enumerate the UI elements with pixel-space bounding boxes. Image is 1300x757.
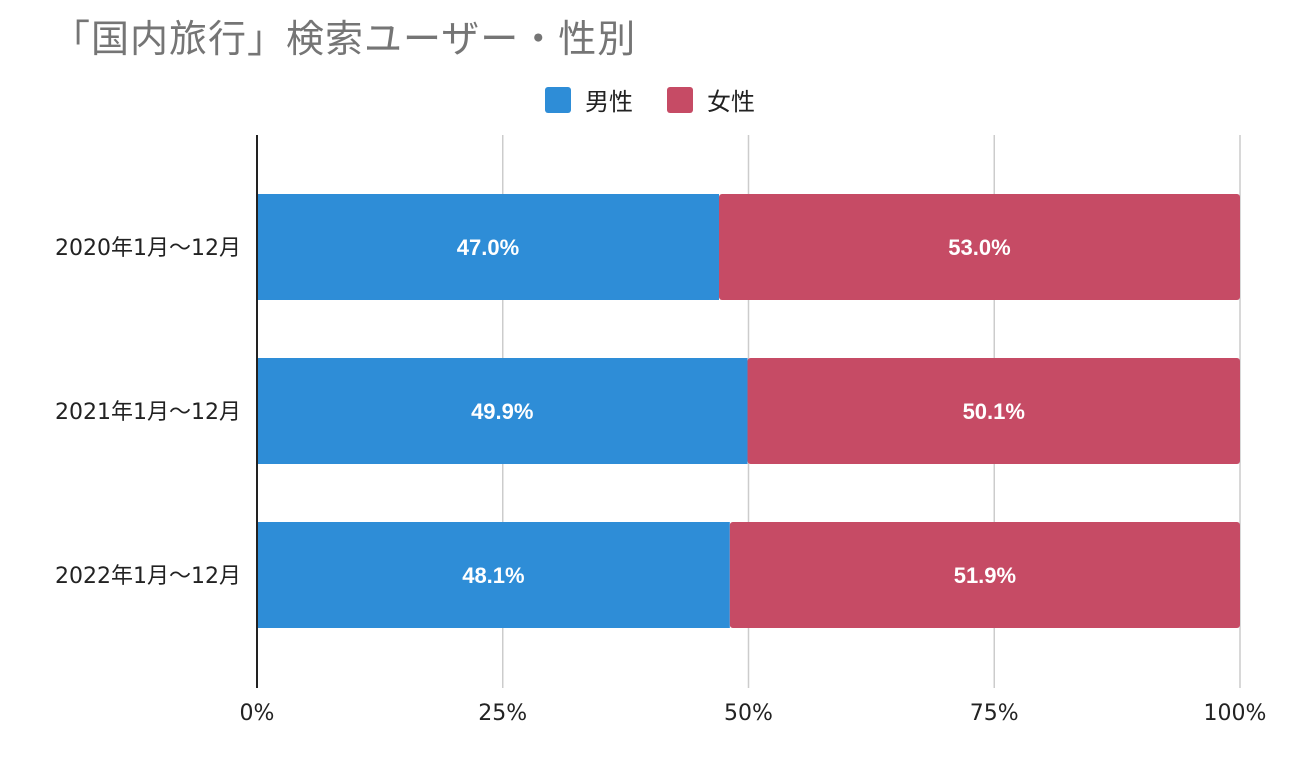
category-label: 2022年1月～12月	[55, 564, 241, 589]
bar-male	[257, 358, 748, 464]
x-tick-label: 75%	[970, 701, 1019, 726]
data-label: 51.9%	[954, 563, 1016, 588]
legend-item-female: 女性	[667, 82, 755, 117]
x-tick-label: 0%	[240, 701, 275, 726]
legend-label-male: 男性	[585, 88, 633, 116]
bar-female	[729, 522, 1240, 628]
legend: 男性 女性	[0, 82, 1300, 117]
data-label: 50.1%	[963, 399, 1025, 424]
bar-female	[719, 194, 1240, 300]
legend-label-female: 女性	[707, 88, 755, 116]
data-label: 48.1%	[462, 563, 524, 588]
data-label: 47.0%	[457, 235, 519, 260]
x-tick-label: 50%	[724, 701, 773, 726]
data-label: 49.9%	[471, 399, 533, 424]
bar-male	[257, 194, 720, 300]
data-label: 53.0%	[948, 235, 1010, 260]
bar-male	[257, 522, 730, 628]
legend-swatch-male	[545, 86, 571, 113]
category-label: 2021年1月～12月	[55, 400, 241, 425]
legend-swatch-female	[667, 86, 693, 113]
legend-item-male: 男性	[545, 82, 633, 117]
x-tick-label: 100%	[1204, 701, 1267, 726]
bar-female	[747, 358, 1240, 464]
x-tick-label: 25%	[478, 701, 527, 726]
chart-title: 「国内旅行」検索ユーザー・性別	[52, 17, 637, 61]
category-label: 2020年1月～12月	[55, 236, 241, 261]
